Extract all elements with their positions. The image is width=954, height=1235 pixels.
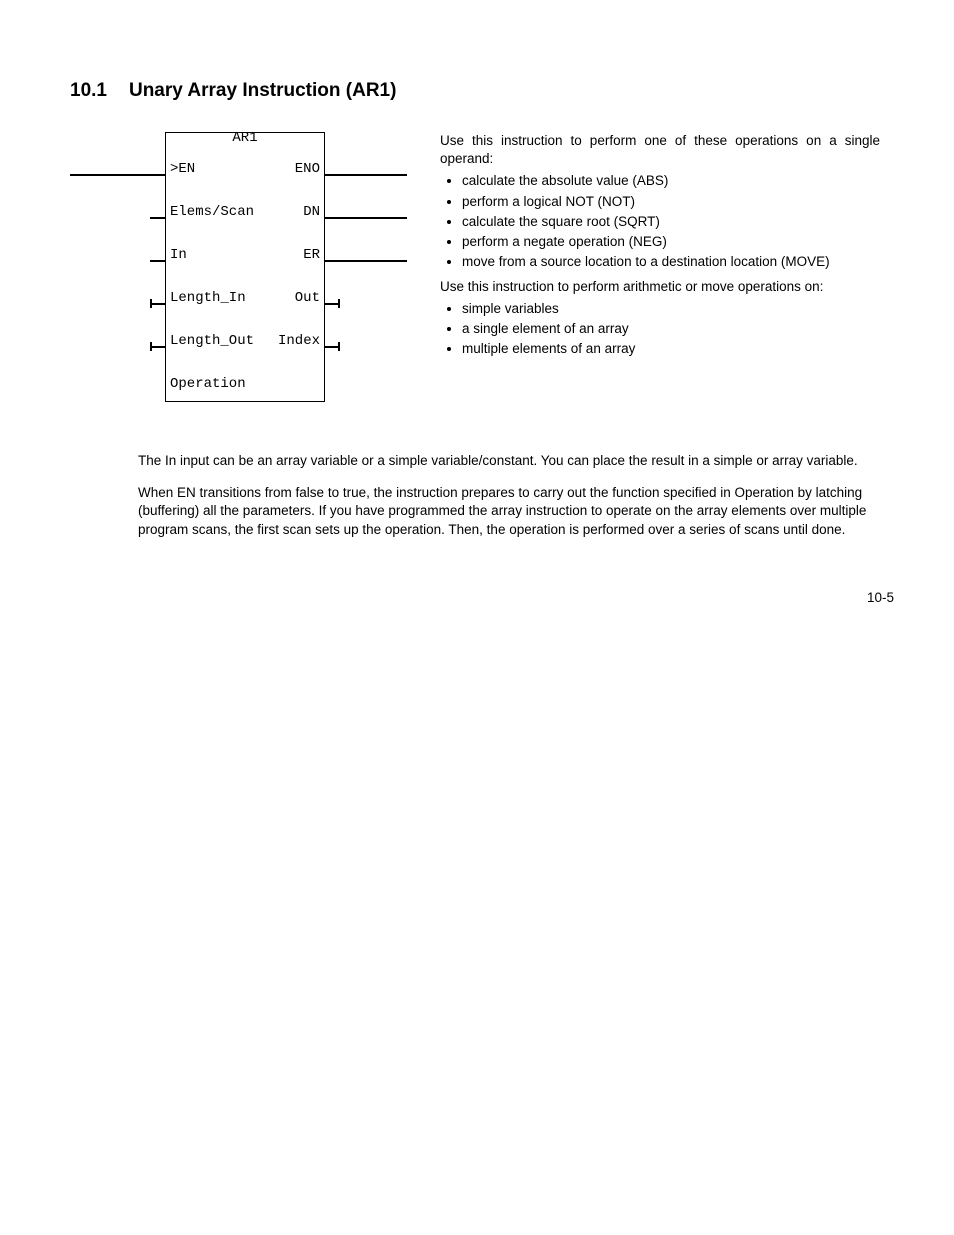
block-title: AR1 [166,131,324,145]
pin-operation: Operation [170,376,246,392]
pin-eno: ENO [295,161,320,177]
wire-dn-out [325,217,407,219]
op-item: move from a source location to a destina… [462,253,880,271]
wire-en-in [70,174,165,176]
desc-intro2: Use this instruction to perform arithmet… [440,278,880,296]
section-title: Unary Array Instruction (AR1) [129,80,396,101]
wire-in-in [150,260,165,262]
targets-list: simple variables a single element of an … [440,300,880,359]
target-item: simple variables [462,300,880,318]
op-item: calculate the absolute value (ABS) [462,172,880,190]
wire-out-stub [325,303,339,305]
pin-elems-scan: Elems/Scan [170,204,254,220]
wire-lenout-stub-v [150,342,152,351]
pin-length-in: Length_In [170,290,246,306]
pin-index: Index [278,333,320,349]
instruction-block: AR1 >EN Elems/Scan In Length_In Length_O… [165,132,325,402]
wire-out-stub-v [338,299,340,308]
pin-er: ER [303,247,320,263]
pin-out: Out [295,290,320,306]
wire-index-stub-v [338,342,340,351]
section-heading: 10.1 Unary Array Instruction (AR1) [70,80,894,102]
wire-lenout-stub [150,346,165,348]
wire-er-out [325,260,407,262]
target-item: a single element of an array [462,320,880,338]
op-item: perform a negate operation (NEG) [462,233,880,251]
wire-index-stub [325,346,339,348]
target-item: multiple elements of an array [462,340,880,358]
body-paragraphs: The In input can be an array variable or… [138,452,868,539]
page: 10.1 Unary Array Instruction (AR1) AR1 [0,0,954,539]
pin-en: >EN [170,161,195,177]
pin-dn: DN [303,204,320,220]
page-number: 10-5 [867,590,894,605]
op-item: calculate the square root (SQRT) [462,213,880,231]
wire-eno-out [325,174,407,176]
operations-list: calculate the absolute value (ABS) perfo… [440,172,880,271]
wire-lenin-stub [150,303,165,305]
description-column: Use this instruction to perform one of t… [440,132,880,364]
op-item: perform a logical NOT (NOT) [462,193,880,211]
wire-elems-in [150,217,165,219]
body-p1: The In input can be an array variable or… [138,452,868,470]
instruction-block-diagram: AR1 >EN Elems/Scan In Length_In Length_O… [70,132,410,422]
content-row: AR1 >EN Elems/Scan In Length_In Length_O… [70,132,894,422]
wire-lenin-stub-v [150,299,152,308]
section-number: 10.1 [70,80,107,102]
pin-length-out: Length_Out [170,333,254,349]
body-p2: When EN transitions from false to true, … [138,484,868,539]
pin-in: In [170,247,187,263]
desc-intro: Use this instruction to perform one of t… [440,132,880,168]
